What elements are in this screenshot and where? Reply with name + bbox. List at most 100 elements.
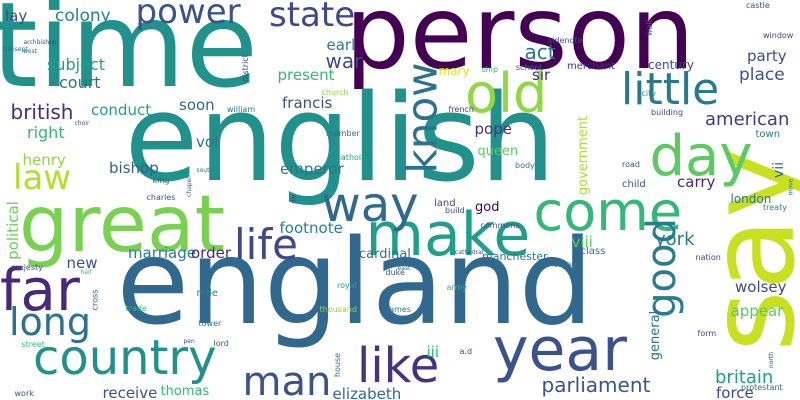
word-present: present (277, 65, 335, 84)
word-london: london (730, 192, 772, 206)
word-archbishop: archbishop (23, 39, 57, 46)
word-treaty: treaty (763, 203, 787, 212)
word-henry: henry (22, 150, 66, 169)
word-west: west (23, 48, 38, 55)
word-political: political (3, 200, 22, 260)
word-majesty: majesty (11, 263, 43, 272)
word-french: french (448, 105, 474, 114)
word-country: country (33, 330, 217, 386)
word-thomas: thomas (160, 383, 210, 399)
word-lay: lay (5, 6, 28, 25)
word-person: person (345, 0, 695, 93)
word-power: power (135, 0, 241, 32)
word-life: life (234, 220, 298, 269)
word-wolsey: wolsey (735, 277, 787, 296)
word-street: street (21, 340, 45, 349)
word-transept: transept (2, 46, 28, 53)
word-tower: tower (198, 319, 222, 328)
word-day: day (649, 124, 753, 189)
word-member: member (326, 129, 360, 138)
word-move: move (786, 178, 794, 196)
word-child: child (622, 179, 646, 190)
word-cross: cross (89, 289, 99, 311)
word-catholic: catholic (336, 153, 368, 162)
word-build: build (445, 206, 465, 215)
word-receive: receive (102, 383, 158, 400)
word-south: south (196, 167, 214, 174)
word-britain: britain (715, 367, 774, 388)
word-william: william (227, 105, 256, 114)
word-nation: nation (695, 253, 721, 262)
word-elizabeth: elizabeth (332, 384, 402, 400)
word-sidenote: sidenote (548, 36, 583, 45)
word-vii: vii (771, 161, 788, 179)
word-stand: stand (554, 260, 577, 269)
word-time: time (0, 0, 259, 114)
word-state: state (269, 0, 356, 35)
word-know: know (397, 62, 446, 174)
word-work: work (14, 389, 34, 398)
word-appear: appear (730, 301, 784, 320)
word-cardinal: cardinal (359, 246, 411, 262)
word-carry: carry (677, 172, 716, 191)
word-pen: pen (183, 338, 195, 345)
word-house: house (333, 352, 343, 378)
word-way: way (321, 177, 419, 233)
word-old: old (465, 62, 548, 125)
word-american: american (705, 109, 790, 130)
word-lord: lord (213, 339, 229, 348)
word-conduct: conduct (91, 100, 152, 119)
word-war: war (325, 49, 363, 73)
word-king: king (152, 176, 170, 185)
word-city: city (641, 89, 657, 98)
word-chapel: chapel (185, 177, 193, 197)
word-sir: sir (532, 65, 551, 84)
word-footnote: footnote (279, 218, 343, 237)
word-wall: wall (644, 20, 654, 36)
word-die: die (290, 194, 298, 204)
word-land: land (434, 198, 456, 209)
word-come: come (533, 180, 683, 243)
word-long: long (9, 300, 92, 344)
word-century: century (648, 58, 694, 72)
word-church: church (321, 88, 349, 97)
word-merchant: merchant (567, 61, 616, 72)
word-england: england (116, 213, 594, 351)
word-law: law (13, 158, 72, 198)
word-great: great (19, 180, 226, 270)
word-ship: ship (481, 65, 499, 74)
word-parliament: parliament (541, 373, 651, 397)
word-form: form (697, 329, 717, 338)
word-francis: francis (282, 93, 333, 112)
word-emperor: emperor (280, 159, 344, 178)
word-york: york (655, 229, 695, 250)
word-james: james (387, 305, 412, 314)
word-cathedral: cathedral (455, 249, 484, 256)
word-charles: charles (146, 193, 176, 202)
word-district: district (240, 54, 250, 82)
word-little: little (621, 64, 720, 115)
word-year: year (493, 315, 627, 385)
word-subject: subject (47, 55, 105, 74)
word-place: place (739, 64, 785, 85)
word-party: party (747, 46, 787, 65)
word-court: court (59, 73, 101, 92)
word-earl: earl (326, 35, 356, 54)
word-like: like (357, 338, 440, 394)
word-bishop: bishop (109, 158, 159, 177)
word-general: general (647, 310, 663, 360)
word-force: force (716, 383, 754, 400)
word-colony: colony (55, 5, 111, 26)
word-a-d: a.d (459, 347, 473, 356)
word-marriage: marriage (128, 243, 196, 262)
word-make: make (365, 200, 531, 270)
word-english: english (124, 70, 556, 209)
word-east: east (397, 265, 411, 272)
word-castle: castle (746, 1, 770, 10)
word-pope: pope (474, 119, 512, 138)
word-trade: trade (125, 304, 147, 313)
word-british: british (10, 100, 74, 124)
word-class: class (580, 246, 606, 257)
word-road: road (622, 160, 640, 169)
